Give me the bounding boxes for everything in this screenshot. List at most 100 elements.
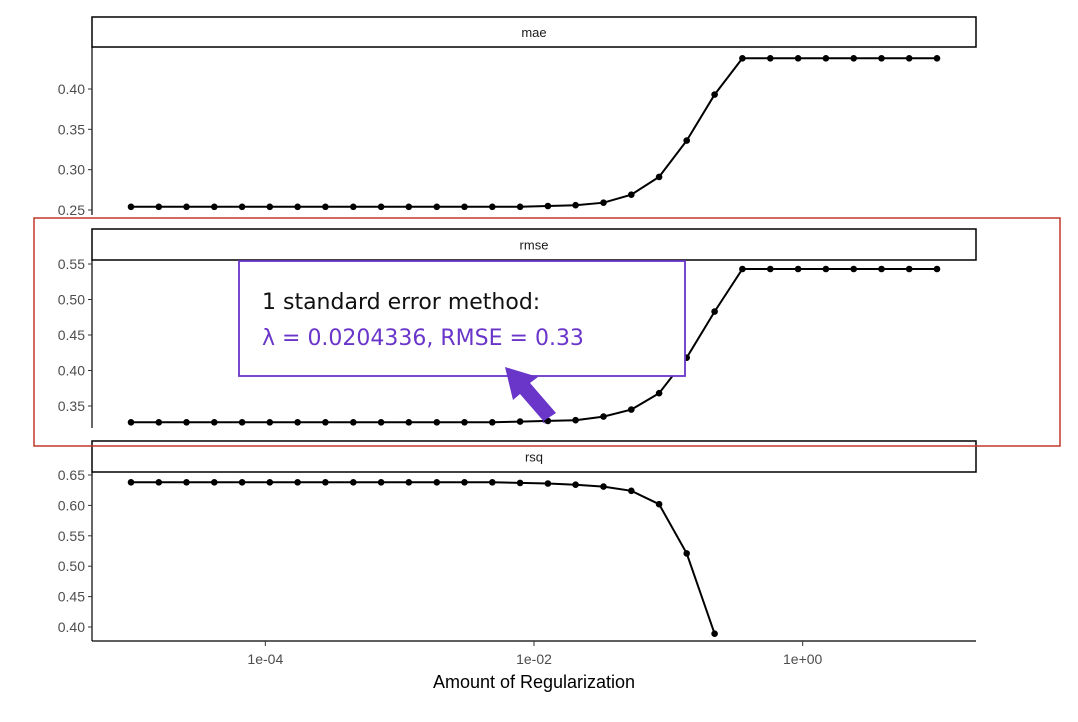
data-point — [377, 419, 385, 426]
data-point — [238, 419, 246, 426]
y-tick-label: 0.50 — [58, 558, 85, 574]
data-point — [266, 479, 274, 486]
y-tick-label: 0.25 — [58, 202, 85, 218]
y-tick-label: 0.35 — [58, 121, 85, 137]
data-point — [489, 419, 496, 426]
y-tick-label: 0.40 — [58, 363, 85, 379]
strip-label: rsq — [525, 450, 543, 465]
data-point — [266, 203, 274, 211]
strip-box — [91, 228, 977, 261]
annotation-arrow — [505, 367, 556, 424]
data-point — [655, 389, 663, 397]
data-point — [739, 265, 746, 273]
data-point — [600, 413, 607, 420]
y-tick-label: 0.60 — [58, 497, 85, 513]
data-point — [905, 265, 913, 273]
x-axis-title: Amount of Regularization — [433, 672, 635, 692]
data-point — [572, 201, 579, 209]
data-point — [266, 419, 274, 426]
annotation-line-1: 1 standard error method: — [262, 290, 540, 315]
data-point — [294, 419, 301, 426]
data-point — [322, 203, 329, 211]
data-point — [405, 203, 413, 211]
data-point — [850, 55, 857, 62]
y-tick-label: 0.40 — [58, 81, 85, 97]
data-point — [572, 481, 579, 489]
data-point — [433, 479, 441, 486]
highlight-rectangle — [33, 217, 1061, 447]
y-tick-label: 0.55 — [58, 528, 85, 544]
data-point — [572, 416, 579, 424]
data-point — [544, 202, 552, 210]
data-point — [905, 55, 913, 62]
series-line — [131, 481, 716, 635]
annotation-box — [238, 260, 686, 377]
data-point — [127, 203, 135, 211]
data-point — [767, 265, 774, 273]
arrow-shape — [505, 367, 556, 424]
data-point — [489, 479, 496, 486]
panel-mae: mae 0.25 0.30 0.35 0.40 — [58, 16, 977, 218]
y-tick-label: 0.45 — [58, 589, 85, 605]
data-point — [516, 418, 524, 425]
data-point — [211, 419, 218, 426]
data-point — [933, 265, 941, 273]
data-point — [655, 173, 663, 181]
data-point — [683, 137, 690, 144]
data-point — [183, 419, 190, 426]
x-tick-label: 1e-04 — [247, 651, 283, 667]
data-point — [322, 419, 329, 426]
data-point — [155, 419, 163, 426]
data-point — [322, 479, 329, 486]
annotation-line-2: λ = 0.0204336, RMSE = 0.33 — [262, 326, 584, 351]
data-point — [211, 479, 218, 486]
y-tick-label: 0.55 — [58, 256, 85, 272]
y-tick-label: 0.30 — [58, 162, 85, 178]
data-point — [377, 479, 385, 486]
data-point — [655, 500, 663, 508]
data-point — [405, 419, 413, 426]
data-point — [933, 55, 941, 62]
series-group — [127, 265, 941, 426]
strip-label: mae — [521, 25, 546, 40]
data-point — [711, 308, 718, 315]
data-point — [711, 630, 718, 637]
data-point — [794, 55, 802, 62]
y-tick-label: 0.45 — [58, 327, 85, 343]
data-point — [628, 406, 635, 413]
data-point — [461, 203, 468, 211]
data-point — [461, 479, 468, 486]
y-tick-label: 0.65 — [58, 467, 85, 483]
data-point — [183, 203, 190, 211]
x-axis: 1e-04 1e-02 1e+00 Amount of Regularization — [92, 640, 976, 692]
data-point — [155, 203, 163, 211]
data-point — [878, 55, 885, 62]
data-point — [127, 479, 135, 486]
data-point — [628, 487, 635, 495]
data-point — [739, 55, 746, 62]
data-point — [683, 550, 690, 557]
x-tick-label: 1e+00 — [783, 651, 823, 667]
strip-box — [91, 16, 977, 48]
data-point — [850, 265, 857, 273]
series-group — [127, 479, 718, 637]
y-tick-label: 0.50 — [58, 292, 85, 308]
panel-rmse: rmse 0.35 0.40 0.45 0.50 0.55 — [58, 228, 977, 428]
panel-rsq: rsq 0.40 0.45 0.50 0.55 0.60 0.65 — [58, 440, 977, 641]
data-point — [238, 479, 246, 486]
data-point — [600, 199, 607, 206]
data-point — [211, 203, 218, 211]
data-point — [377, 203, 385, 211]
data-point — [822, 265, 830, 273]
data-point — [600, 483, 607, 490]
data-point — [238, 203, 246, 211]
data-point — [794, 265, 802, 273]
data-point — [350, 419, 357, 426]
data-point — [294, 479, 301, 486]
series-group — [127, 55, 941, 211]
data-point — [294, 203, 301, 211]
x-ticks: 1e-04 1e-02 1e+00 — [247, 641, 823, 667]
y-tick-label: 0.35 — [58, 398, 85, 414]
data-point — [628, 191, 635, 198]
